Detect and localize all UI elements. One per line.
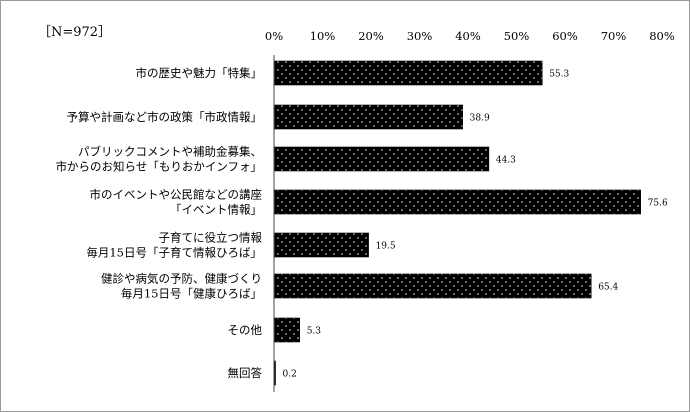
category-label: 無回答 bbox=[228, 366, 263, 380]
category-label: その他 bbox=[228, 323, 263, 337]
category-label: 健診や病気の予防、健康づくり bbox=[101, 272, 262, 286]
bar bbox=[273, 146, 490, 172]
category-label: 「イベント情報」 bbox=[170, 203, 262, 217]
bar bbox=[273, 104, 463, 130]
category-label: 子育てに役立つ情報 bbox=[159, 231, 263, 245]
category-label: 毎月15日号「子育て情報ひろば」 bbox=[86, 246, 262, 260]
bar bbox=[273, 60, 543, 86]
category-label: 市の歴史や魅力「特集」 bbox=[136, 66, 263, 80]
x-axis-ticks: 0% 10% 20% 30% 40% 50% 60% 70% 80% bbox=[265, 29, 675, 43]
x-tick-label: 60% bbox=[552, 29, 578, 43]
value-label: 55.3 bbox=[549, 70, 569, 80]
value-label: 0.2 bbox=[283, 370, 297, 380]
bars bbox=[273, 60, 641, 386]
value-label: 19.5 bbox=[376, 242, 396, 252]
value-label: 38.9 bbox=[470, 114, 490, 124]
bar bbox=[273, 317, 301, 343]
x-tick-label: 80% bbox=[649, 29, 675, 43]
x-tick-label: 50% bbox=[504, 29, 530, 43]
value-label: 44.3 bbox=[496, 156, 516, 166]
category-label: 市からのお知らせ「もりおかインフォ」 bbox=[56, 160, 262, 174]
value-label: 5.3 bbox=[307, 327, 322, 337]
x-tick-label: 40% bbox=[455, 29, 481, 43]
bar bbox=[273, 189, 641, 215]
category-label: 市のイベントや公民館などの講座 bbox=[90, 188, 263, 202]
bar bbox=[273, 273, 592, 299]
value-label: 65.4 bbox=[598, 283, 618, 293]
category-label: 予算や計画など市の政策「市政情報」 bbox=[67, 110, 263, 124]
bar bbox=[273, 232, 369, 258]
category-labels: 市の歴史や魅力「特集」予算や計画など市の政策「市政情報」パブリックコメントや補助… bbox=[56, 66, 263, 380]
category-label: パブリックコメントや補助金募集、 bbox=[78, 145, 262, 159]
sample-size-note: ［N=972］ bbox=[38, 25, 111, 40]
value-label: 75.6 bbox=[648, 199, 668, 209]
value-labels: 55.3 38.9 44.3 75.6 19.5 65.4 5.3 0.2 bbox=[283, 70, 668, 380]
category-label: 毎月15日号「健康ひろば」 bbox=[121, 287, 262, 301]
x-tick-label: 70% bbox=[601, 29, 627, 43]
x-tick-label: 10% bbox=[310, 29, 336, 43]
x-tick-label: 30% bbox=[407, 29, 433, 43]
x-tick-label: 0% bbox=[265, 29, 283, 43]
x-tick-label: 20% bbox=[358, 29, 384, 43]
